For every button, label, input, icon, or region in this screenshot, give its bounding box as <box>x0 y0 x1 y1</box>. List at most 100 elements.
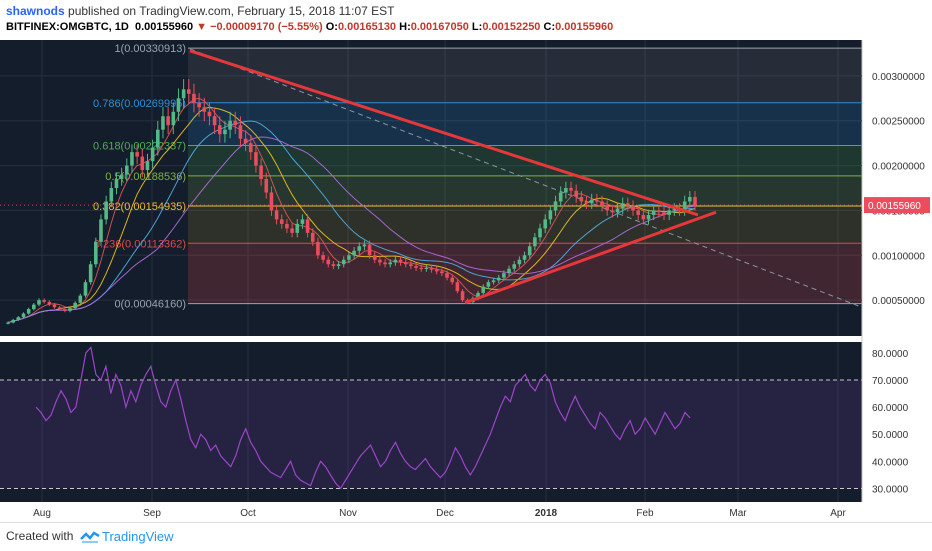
candle <box>688 196 692 202</box>
candle <box>631 205 635 211</box>
fib-zone <box>188 205 862 244</box>
y-tick-label: 0.00100000 <box>872 251 925 262</box>
y-tick-label: 0.00200000 <box>872 162 925 173</box>
candle <box>197 102 201 108</box>
rsi-tick-label: 40.0000 <box>872 457 909 468</box>
fib-label: 0.618(0.00222337) <box>93 141 186 153</box>
candle <box>667 210 671 215</box>
candle <box>615 208 620 213</box>
author-link[interactable]: shawnods <box>6 4 65 18</box>
candle <box>651 210 656 215</box>
rsi-band <box>0 379 862 489</box>
candle <box>383 262 387 265</box>
candle <box>233 120 238 126</box>
candle <box>21 313 26 318</box>
candle <box>42 300 46 302</box>
candle <box>533 237 537 247</box>
candle <box>285 223 289 229</box>
candle <box>274 210 279 220</box>
fib-zone <box>188 175 862 206</box>
candle <box>372 255 377 260</box>
candle <box>68 308 72 311</box>
candle <box>496 277 501 281</box>
candle <box>336 264 341 267</box>
fib-zone <box>188 102 862 146</box>
x-axis <box>0 502 862 522</box>
candle <box>295 223 300 233</box>
y-tick-label: 0.00050000 <box>872 296 925 307</box>
candle <box>57 307 62 310</box>
candle <box>378 259 382 263</box>
candle <box>393 259 398 263</box>
x-tick-label: Nov <box>339 508 357 519</box>
candle <box>63 309 67 311</box>
candle <box>398 259 403 263</box>
candle <box>88 264 93 283</box>
candle <box>626 203 630 206</box>
candle <box>125 165 129 175</box>
tradingview-brand-link[interactable]: TradingView <box>102 529 174 544</box>
fib-zone <box>188 145 862 176</box>
fib-label: 1(0.00330913) <box>114 43 186 55</box>
candle <box>419 267 424 270</box>
candle <box>388 262 393 265</box>
candle <box>202 107 207 112</box>
candle <box>47 301 52 305</box>
candle <box>290 228 294 233</box>
candle <box>135 152 139 157</box>
price-panel <box>0 40 862 336</box>
x-tick-label: Aug <box>33 508 51 519</box>
candle <box>352 250 356 256</box>
rsi-tick-label: 80.0000 <box>872 349 909 360</box>
candle <box>620 203 625 209</box>
candle <box>367 244 372 256</box>
candle <box>538 228 542 238</box>
candle <box>264 179 269 193</box>
candle <box>305 219 310 233</box>
candle <box>228 120 232 130</box>
candle <box>207 111 212 117</box>
candle <box>502 273 506 278</box>
candle <box>316 241 320 256</box>
publish-line: shawnods published on TradingView.com, F… <box>6 4 394 18</box>
created-with-text: Created with <box>6 529 74 543</box>
candle <box>32 304 36 310</box>
fib-label: 0(0.00046160) <box>114 299 186 311</box>
candle <box>527 246 532 256</box>
price-change: ▼ −0.00009170 (−5.55%) <box>196 21 323 33</box>
high-label: H: <box>399 21 411 33</box>
candle <box>522 255 527 260</box>
candle <box>589 199 594 204</box>
candle <box>409 264 413 267</box>
candle <box>94 241 98 265</box>
candle <box>491 280 496 283</box>
rsi-panel <box>0 342 862 502</box>
candle <box>26 309 31 314</box>
candle <box>672 208 677 211</box>
candle <box>579 196 584 202</box>
candle <box>140 156 145 171</box>
last-price-tag-label: 0.00155960 <box>868 201 921 212</box>
candle <box>450 277 455 283</box>
published-text: published on TradingView.com, February 1… <box>68 4 395 18</box>
candle <box>574 190 578 197</box>
candle <box>548 210 553 220</box>
candle <box>553 201 558 211</box>
candle <box>238 125 243 139</box>
candle <box>424 267 429 270</box>
candle <box>223 129 227 135</box>
candle <box>181 89 186 99</box>
candle <box>362 244 367 247</box>
candle <box>564 188 568 193</box>
candle <box>657 210 661 213</box>
candle <box>326 259 331 265</box>
footer: Created with TradingView <box>0 522 932 551</box>
tradingview-logo-icon <box>80 531 100 543</box>
candle <box>543 219 547 229</box>
close-value: 0.00155960 <box>555 21 614 33</box>
candle <box>192 93 196 103</box>
candle <box>600 201 604 206</box>
chart-area[interactable]: 0.003000000.002500000.002000000.00150000… <box>0 40 932 522</box>
symbol-label[interactable]: BITFINEX:OMGBTC, 1D <box>6 21 129 33</box>
candle <box>166 116 170 126</box>
